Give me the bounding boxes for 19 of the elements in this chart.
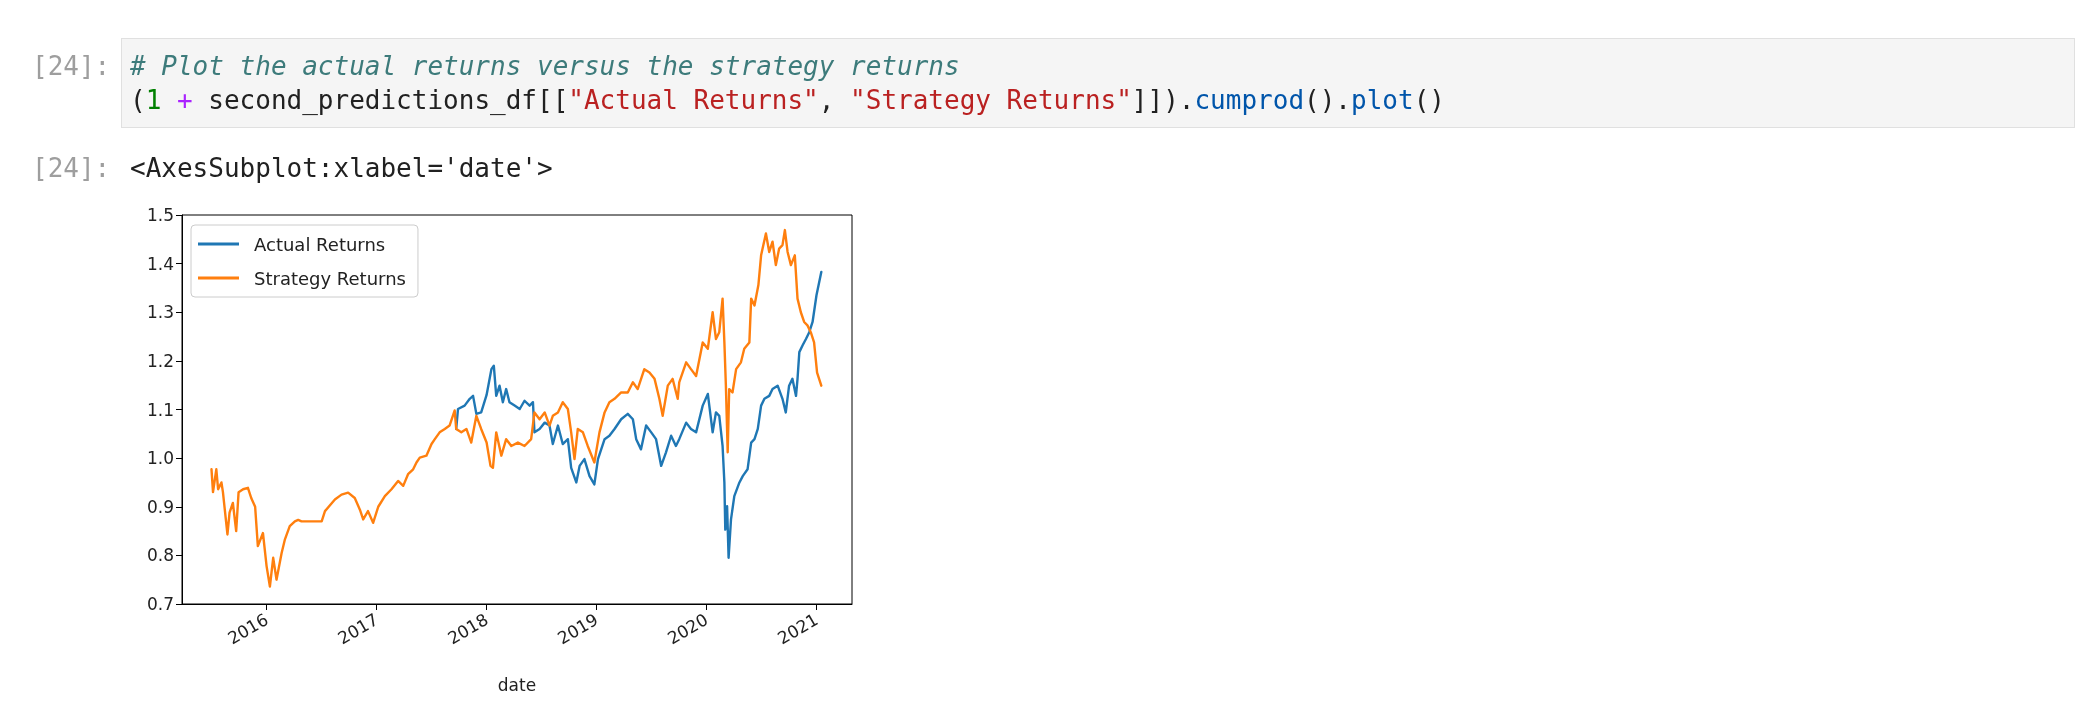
legend-label: Actual Returns [254, 233, 386, 255]
text: (1 + second_predictions_df[["Actual Returns", "Strategy Returns"]]).cumprod().plot() [130, 85, 1445, 115]
line-series [455, 270, 823, 560]
y-tick-label: 1.2 [146, 350, 174, 371]
y-tick-label: 1.5 [146, 205, 174, 225]
y-tick-label: 1.0 [146, 448, 174, 469]
text: [24]: [32, 152, 111, 184]
line-series [210, 228, 823, 588]
text: [24]: [32, 50, 111, 82]
x-axis-title: date [497, 674, 537, 695]
y-tick-label: 0.9 [146, 496, 174, 517]
y-tick-label: 1.1 [146, 399, 174, 420]
text: <AxesSubplot:xlabel='date'> [130, 152, 553, 184]
y-tick-label: 0.8 [146, 545, 174, 566]
y-tick-label: 1.3 [146, 302, 174, 323]
y-tick-label: 0.7 [146, 594, 174, 614]
legend-label: Strategy Returns [254, 267, 406, 289]
text: # Plot the actual returns versus the strategy returns [130, 50, 960, 82]
y-tick-label: 1.4 [146, 253, 174, 274]
